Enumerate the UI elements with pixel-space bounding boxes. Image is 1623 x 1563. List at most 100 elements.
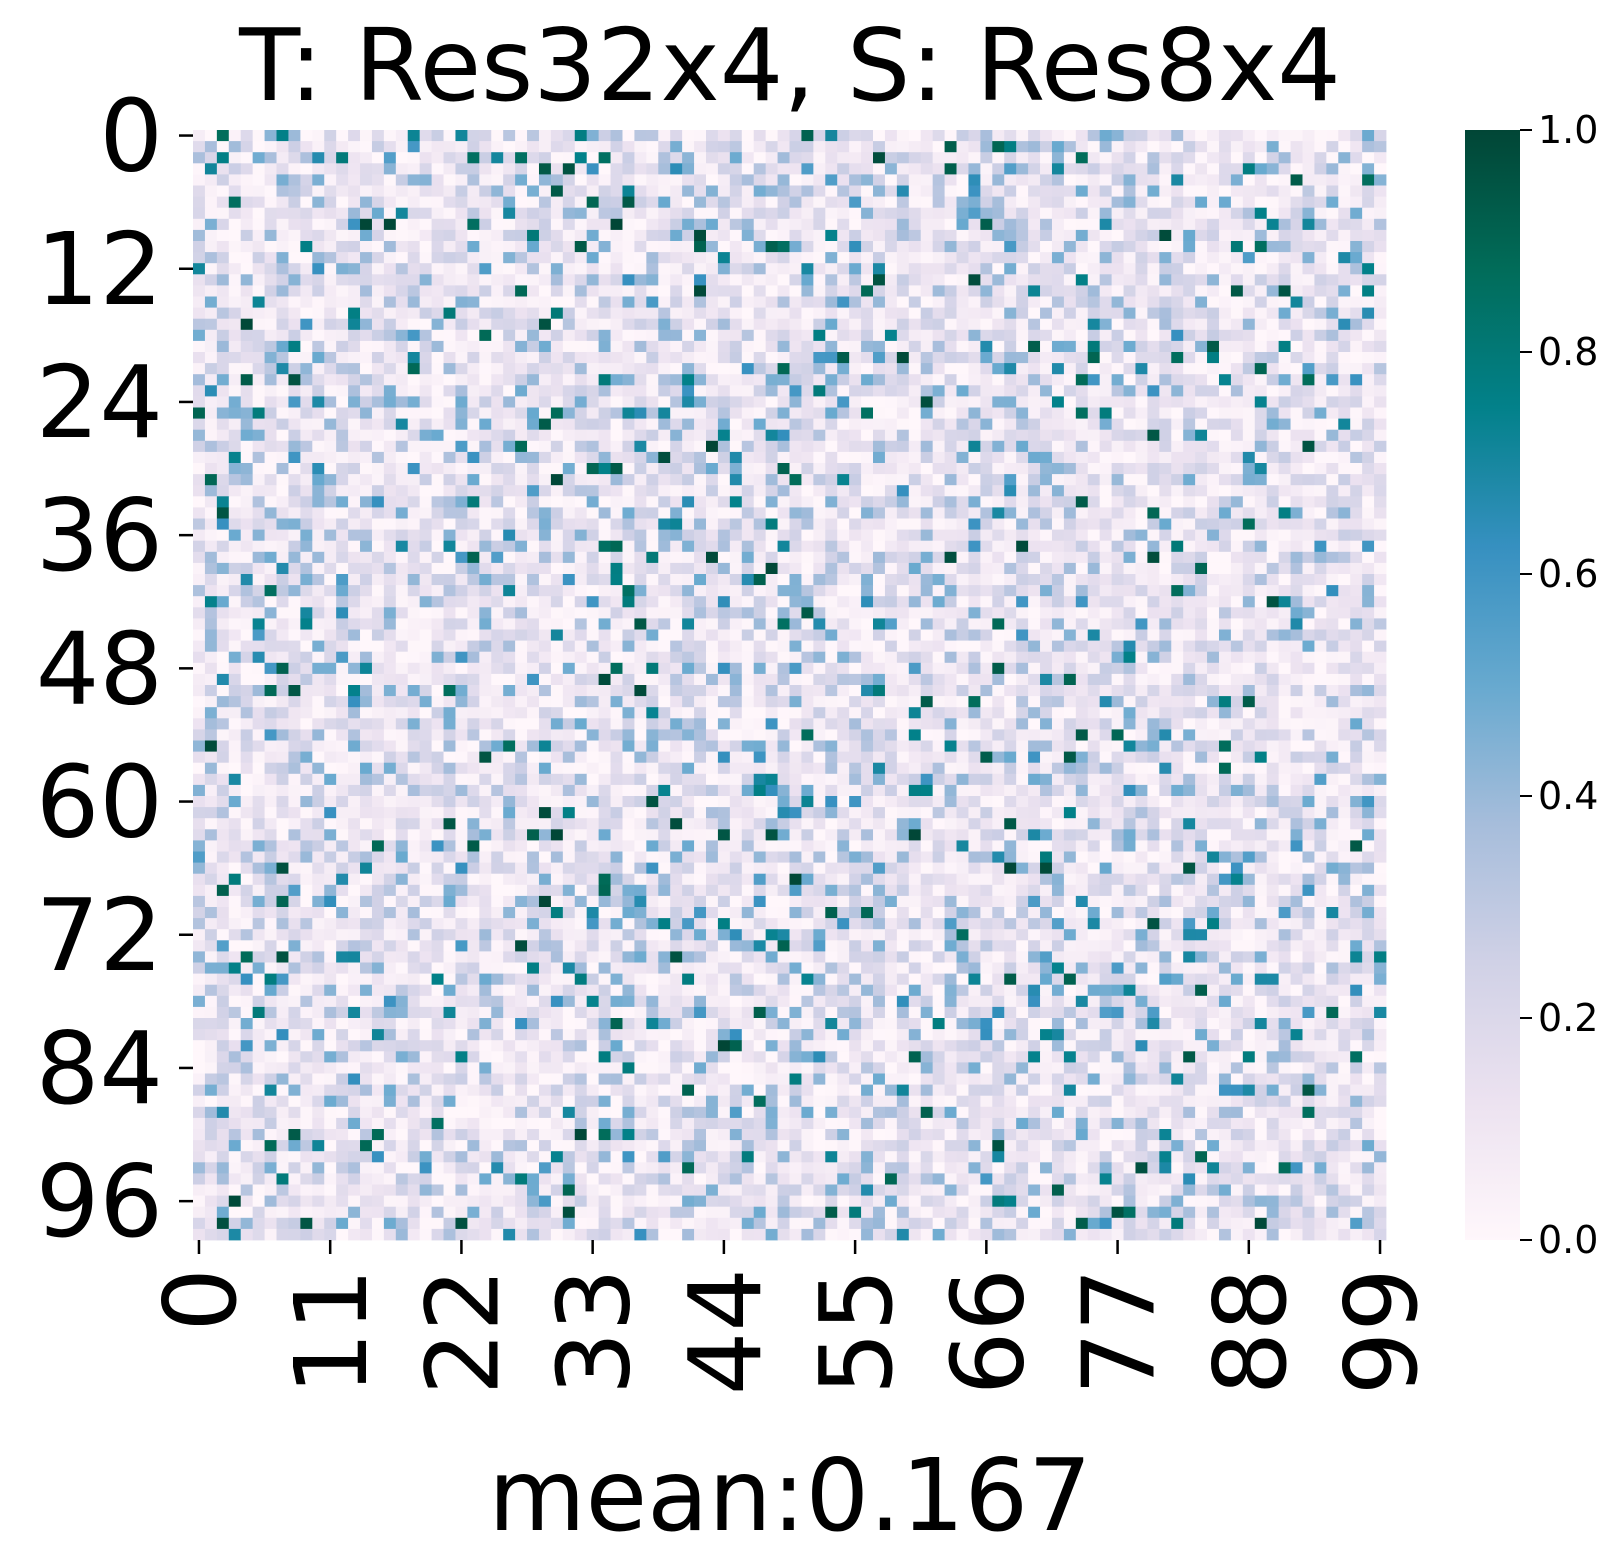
heatmap-cell	[1218, 440, 1232, 453]
heatmap-cell	[1004, 285, 1017, 297]
heatmap-cell	[240, 185, 254, 197]
heatmap-cell	[1099, 662, 1113, 675]
heatmap-cell	[920, 607, 934, 619]
heatmap-cell	[777, 640, 790, 653]
heatmap-cell	[515, 518, 528, 530]
heatmap-cell	[694, 152, 707, 164]
heatmap-cell	[503, 174, 516, 186]
heatmap-cell	[968, 474, 981, 486]
heatmap-cell	[491, 507, 504, 519]
heatmap-cell	[968, 507, 981, 519]
heatmap-cell	[1314, 518, 1327, 530]
heatmap-cell	[586, 640, 600, 653]
heatmap-cell	[491, 540, 504, 553]
heatmap-cell	[360, 596, 373, 608]
heatmap-cell	[204, 485, 218, 497]
heatmap-cell	[670, 307, 683, 320]
heatmap-cell	[503, 229, 516, 242]
heatmap-cell	[717, 551, 731, 564]
heatmap-cell	[1051, 385, 1065, 397]
heatmap-cell	[562, 374, 576, 386]
heatmap-cell	[1159, 130, 1172, 142]
heatmap-cell	[336, 318, 349, 331]
heatmap-cell	[276, 518, 289, 530]
heatmap-cell	[741, 185, 755, 197]
heatmap-cell	[1230, 596, 1244, 608]
heatmap-cell	[849, 485, 862, 497]
heatmap-cell	[1326, 629, 1339, 641]
heatmap-cell	[1302, 407, 1315, 419]
heatmap-cell	[1314, 285, 1327, 297]
heatmap-cell	[1326, 651, 1339, 664]
heatmap-cell	[873, 296, 886, 308]
heatmap-cell	[825, 651, 838, 664]
heatmap-cell	[228, 385, 242, 397]
heatmap-cell	[240, 340, 254, 353]
heatmap-cell	[920, 618, 934, 630]
heatmap-cell	[383, 229, 397, 242]
heatmap-cell	[670, 285, 683, 297]
heatmap-cell	[1028, 174, 1041, 186]
heatmap-cell	[1087, 562, 1101, 575]
heatmap-cell	[324, 196, 337, 209]
heatmap-cell	[789, 618, 802, 630]
heatmap-cell	[360, 229, 373, 242]
heatmap-cell	[1350, 363, 1363, 375]
heatmap-cell	[276, 562, 289, 575]
heatmap-cell	[849, 618, 862, 630]
heatmap-cell	[992, 451, 1005, 464]
heatmap-cell	[1028, 574, 1041, 586]
heatmap-cell	[849, 673, 862, 686]
heatmap-cell	[1183, 396, 1196, 408]
heatmap-cell	[1362, 141, 1375, 153]
heatmap-cell	[1028, 518, 1041, 530]
heatmap-cell	[336, 196, 349, 209]
heatmap-cell	[646, 241, 659, 253]
heatmap-cell	[694, 130, 707, 142]
heatmap-cell	[801, 551, 814, 564]
heatmap-cell	[1016, 440, 1029, 453]
heatmap-cell	[538, 318, 552, 331]
heatmap-cell	[228, 451, 242, 464]
heatmap-cell	[1278, 551, 1291, 564]
heatmap-cell	[777, 451, 790, 464]
heatmap-cell	[1230, 407, 1244, 419]
heatmap-cell	[1278, 152, 1291, 164]
heatmap-cell	[837, 463, 850, 475]
heatmap-cell	[1028, 440, 1041, 453]
heatmap-cell	[407, 352, 421, 364]
heatmap-cell	[348, 396, 361, 408]
heatmap-cell	[538, 418, 552, 431]
heatmap-cell	[873, 318, 886, 331]
heatmap-cell	[407, 529, 421, 542]
heatmap-cell	[228, 673, 242, 686]
heatmap-cell	[1195, 352, 1208, 364]
heatmap-cell	[1207, 540, 1220, 553]
heatmap-cell	[801, 518, 814, 530]
heatmap-cell	[1195, 640, 1208, 653]
heatmap-cell	[801, 241, 814, 253]
heatmap-cell	[789, 463, 802, 475]
heatmap-cell	[861, 307, 874, 320]
heatmap-cell	[1326, 562, 1339, 575]
heatmap-cell	[419, 551, 432, 564]
heatmap-cell	[324, 285, 337, 297]
heatmap-cell	[1123, 263, 1136, 275]
heatmap-cell	[1242, 485, 1256, 497]
heatmap-cell	[586, 241, 600, 253]
heatmap-cell	[1314, 440, 1327, 453]
heatmap-cell	[789, 662, 802, 675]
heatmap-cell	[980, 485, 993, 497]
heatmap-cell	[538, 207, 552, 220]
heatmap-cell	[324, 263, 337, 275]
heatmap-cell	[371, 629, 385, 641]
heatmap-cell	[765, 662, 778, 675]
heatmap-cell	[884, 163, 898, 175]
heatmap-cell	[1171, 363, 1184, 375]
heatmap-cell	[288, 418, 301, 431]
heatmap-cell	[300, 285, 313, 297]
heatmap-cell	[753, 629, 767, 641]
heatmap-cell	[1075, 463, 1089, 475]
heatmap-cell	[610, 596, 623, 608]
heatmap-cell	[1171, 285, 1184, 297]
